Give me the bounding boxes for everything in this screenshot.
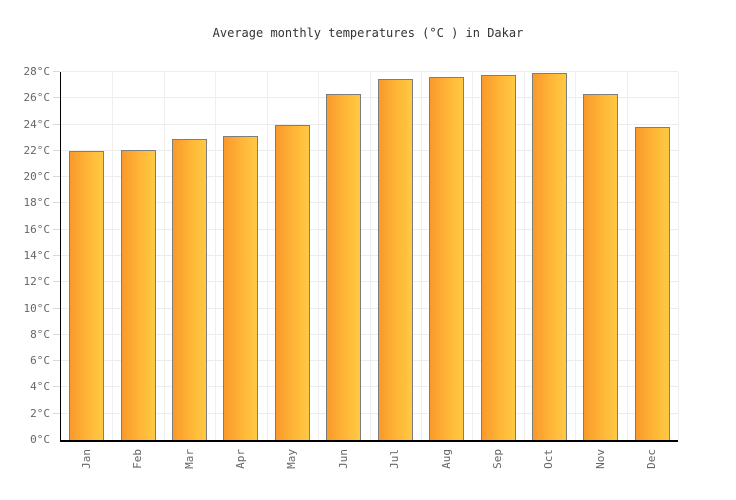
month-label-apr: Apr xyxy=(233,449,247,469)
temperature-bar-jan xyxy=(69,150,105,440)
bar-slot-may xyxy=(267,72,318,440)
y-axis-tick xyxy=(53,123,60,125)
bar-slot-jan xyxy=(61,72,112,440)
temperature-bar-may xyxy=(274,124,310,440)
temperature-bar-dec xyxy=(634,127,670,440)
temperature-bar-mar xyxy=(172,139,208,440)
y-axis-label: 0°C xyxy=(30,433,50,446)
month-label-dec: Dec xyxy=(645,449,659,469)
y-axis-tick xyxy=(53,412,60,414)
gridline-v xyxy=(163,72,165,440)
y-axis-label: 28°C xyxy=(23,65,51,78)
y-axis-tick xyxy=(53,255,60,256)
y-axis-label: 22°C xyxy=(23,143,51,157)
month-label-may: May xyxy=(285,449,299,469)
bar-slot-dec xyxy=(627,72,678,440)
temperature-bar-sep xyxy=(480,74,516,440)
temperature-bar-nov xyxy=(583,94,619,440)
y-axis-tick xyxy=(53,360,60,362)
bar-slot-jul xyxy=(370,72,421,440)
gridline-v xyxy=(215,72,217,440)
gridline-v xyxy=(318,72,320,440)
temperature-bar-feb xyxy=(120,149,156,440)
temperature-bar-apr xyxy=(223,136,259,440)
gridline-v xyxy=(266,72,268,440)
y-axis-label: 2°C xyxy=(30,406,50,420)
gridline-v xyxy=(626,72,628,440)
gridline-v xyxy=(523,72,525,440)
month-label-mar: Mar xyxy=(182,449,196,469)
y-axis-tick xyxy=(53,228,60,230)
y-axis-label: 16°C xyxy=(23,222,51,236)
bar-slot-aug xyxy=(421,72,472,440)
y-axis-tick xyxy=(53,386,60,388)
y-axis-tick xyxy=(53,307,60,309)
month-label-jul: Jul xyxy=(388,449,402,469)
y-axis-label: 20°C xyxy=(23,170,51,184)
temperature-bar-oct xyxy=(532,73,567,440)
bars-container xyxy=(61,72,678,440)
y-axis-label: 8°C xyxy=(30,327,50,341)
temperature-bar-aug xyxy=(429,77,465,440)
y-axis-label: 10°C xyxy=(23,301,51,315)
month-label-feb: Feb xyxy=(131,449,145,469)
bar-slot-oct xyxy=(524,72,575,440)
bar-slot-mar xyxy=(164,72,215,440)
month-label-oct: Oct xyxy=(542,449,556,469)
y-axis-tick xyxy=(53,97,60,99)
y-axis-tick xyxy=(53,176,60,178)
y-axis-tick xyxy=(53,202,60,204)
gridline-v xyxy=(678,72,679,440)
y-axis-label: 12°C xyxy=(23,275,51,289)
y-axis-tick xyxy=(53,71,60,72)
y-axis-label: 18°C xyxy=(23,196,51,210)
month-label-jun: Jun xyxy=(336,449,350,469)
y-axis-tick xyxy=(53,149,60,151)
gridline-v xyxy=(112,72,114,440)
month-label-aug: Aug xyxy=(439,449,453,469)
bar-slot-feb xyxy=(112,72,163,440)
gridline-v xyxy=(420,72,422,440)
temperature-bar-jul xyxy=(377,78,413,440)
y-axis-tick xyxy=(53,281,60,283)
gridline-v xyxy=(472,72,474,440)
temperature-bar-jun xyxy=(326,94,362,440)
bar-slot-jun xyxy=(318,72,369,440)
bar-slot-apr xyxy=(215,72,266,440)
plot-area xyxy=(53,71,679,442)
y-axis-label: 4°C xyxy=(30,380,50,394)
month-label-jan: Jan xyxy=(79,449,93,469)
bar-slot-nov xyxy=(575,72,626,440)
gridline-h xyxy=(61,71,678,72)
y-axis-label: 6°C xyxy=(30,354,50,368)
y-axis-label: 26°C xyxy=(23,91,51,105)
y-axis-label: 24°C xyxy=(23,117,51,131)
gridline-v xyxy=(575,72,577,440)
month-label-sep: Sep xyxy=(491,449,505,469)
y-axis-tick xyxy=(53,333,60,335)
chart-title: Average monthly temperatures (°C ) in Da… xyxy=(212,26,524,40)
y-axis-label: 14°C xyxy=(23,249,51,262)
month-label-nov: Nov xyxy=(593,449,607,469)
gridline-v xyxy=(369,72,371,440)
bar-slot-sep xyxy=(472,72,523,440)
